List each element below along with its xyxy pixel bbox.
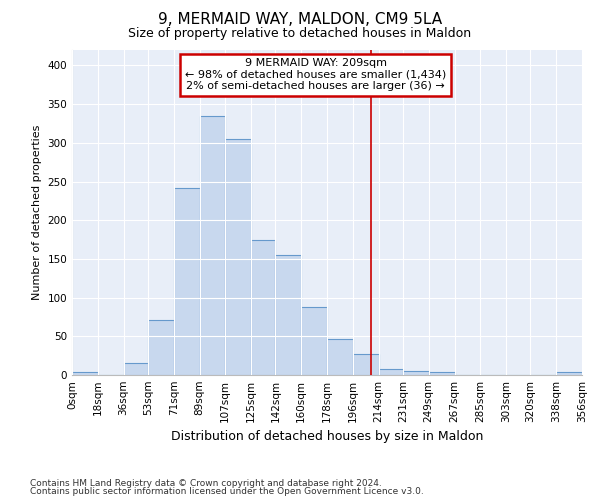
Bar [199,116,225,375]
Bar [275,255,301,375]
Bar [353,354,379,375]
Bar [72,372,98,375]
Text: 9 MERMAID WAY: 209sqm
← 98% of detached houses are smaller (1,434)
2% of semi-de: 9 MERMAID WAY: 209sqm ← 98% of detached … [185,58,446,92]
Bar [429,372,455,375]
Text: 9, MERMAID WAY, MALDON, CM9 5LA: 9, MERMAID WAY, MALDON, CM9 5LA [158,12,442,28]
Bar [124,364,148,375]
Bar [556,372,582,375]
Text: Size of property relative to detached houses in Maldon: Size of property relative to detached ho… [128,28,472,40]
Bar [148,320,174,375]
Bar [225,139,251,375]
Bar [403,371,429,375]
Bar [301,307,327,375]
Text: Contains public sector information licensed under the Open Government Licence v3: Contains public sector information licen… [30,487,424,496]
Bar [174,188,199,375]
Y-axis label: Number of detached properties: Number of detached properties [32,125,42,300]
Bar [327,340,353,375]
Bar [379,369,403,375]
X-axis label: Distribution of detached houses by size in Maldon: Distribution of detached houses by size … [171,430,483,444]
Text: Contains HM Land Registry data © Crown copyright and database right 2024.: Contains HM Land Registry data © Crown c… [30,478,382,488]
Bar [251,240,275,375]
